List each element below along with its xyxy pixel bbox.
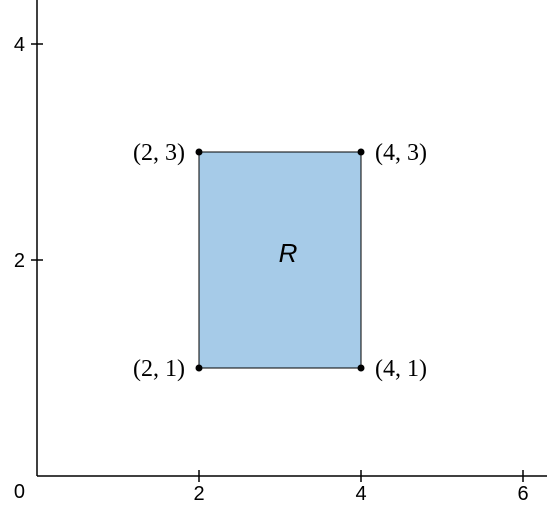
corner-dot — [358, 149, 365, 156]
y-tick-label: 4 — [14, 34, 25, 56]
corner-dot — [196, 365, 203, 372]
corner-label: (2, 3) — [133, 140, 185, 166]
x-tick-label: 4 — [355, 483, 366, 505]
region-label: R — [279, 238, 298, 268]
y-tick-label: 2 — [14, 250, 25, 272]
corner-label: (4, 3) — [375, 140, 427, 166]
corner-dot — [358, 365, 365, 372]
corner-label: (2, 1) — [133, 356, 185, 382]
x-tick-label: 2 — [193, 483, 204, 505]
x-tick-label: 6 — [517, 483, 528, 505]
corner-label: (4, 1) — [375, 356, 427, 382]
corner-dot — [196, 149, 203, 156]
origin-label: 0 — [14, 481, 25, 503]
coordinate-plot: 2 4 6 2 4 0 (2, 3) (4, 3) (2, 1) (4, 1) R — [0, 0, 547, 516]
